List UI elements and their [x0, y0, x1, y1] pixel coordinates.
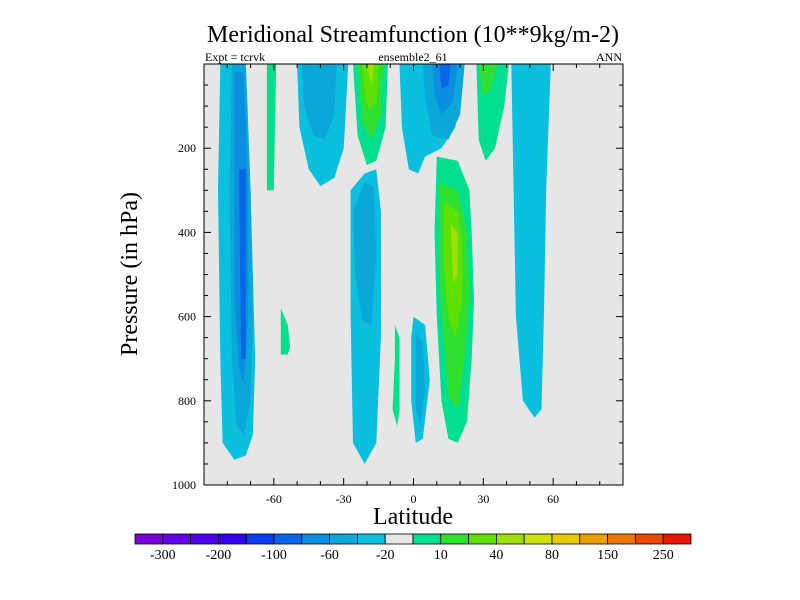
colorbar-label: 80: [545, 548, 559, 563]
x-tick-label: 30: [477, 492, 489, 506]
x-tick-label: -60: [266, 492, 282, 506]
x-tick-label: -30: [336, 492, 352, 506]
x-tick-label: 0: [411, 492, 417, 506]
colorbar-swatch: [412, 533, 442, 545]
colorbar-label: -20: [376, 548, 395, 563]
colorbar-swatch: [495, 533, 525, 545]
colorbar-swatch: [245, 533, 275, 545]
colorbar: -300 -200 -100 -60 -20 10 40 80 150 250: [134, 533, 692, 563]
contour-nh-outer: [511, 64, 551, 418]
colorbar-swatch: [134, 533, 164, 545]
plot-area: [203, 63, 624, 486]
contour-nh-green-core: [450, 224, 458, 283]
contour-upper-blue-core: [439, 64, 451, 90]
y-tick-label: 800: [178, 394, 196, 408]
contour-mid-blue-left-inner: [353, 181, 377, 325]
contour-upper-blue-center: [432, 64, 458, 115]
colorbar-label: -200: [206, 548, 232, 563]
contour-green-blob-low: [280, 308, 291, 355]
y-axis: 200 400 600 800 1000: [172, 84, 623, 492]
colorbar-label: -300: [150, 548, 176, 563]
colorbar-label: -60: [320, 548, 339, 563]
contour-green-strip-top: [266, 64, 277, 191]
colorbar-label: -100: [261, 548, 287, 563]
y-tick-label: 600: [178, 310, 196, 324]
chart-subtitle-center: ensemble2_61: [378, 50, 447, 64]
colorbar-swatch: [635, 533, 664, 545]
x-axis: -60 -30 0 30 60: [226, 64, 601, 506]
chart-subtitle-left: Expt = tcrvk: [205, 50, 265, 64]
contour-upper-green-d: [366, 64, 374, 85]
contour-mid-blue-center-inner: [415, 333, 426, 427]
contour-upper-green-c: [362, 64, 379, 111]
colorbar-swatch: [607, 533, 636, 545]
contour-upper-green-right-inner: [478, 64, 498, 98]
colorbar-swatch: [384, 533, 414, 545]
colorbar-swatch: [356, 533, 386, 545]
colorbar-label: 250: [653, 548, 674, 563]
colorbar-swatch: [440, 533, 469, 545]
colorbar-swatch: [301, 533, 330, 545]
colorbar-swatch: [190, 533, 219, 545]
colorbar-label: 10: [434, 548, 448, 563]
colorbar-swatch: [273, 533, 303, 545]
colorbar-swatch: [468, 533, 497, 545]
y-tick-label: 200: [178, 141, 196, 155]
colorbar-label: 150: [597, 548, 618, 563]
colorbar-swatch: [217, 533, 247, 545]
contour-green-sliver-center: [392, 325, 400, 427]
colorbar-swatch: [551, 533, 581, 545]
colorbar-swatch: [523, 533, 553, 545]
y-tick-label: 1000: [172, 478, 196, 492]
colorbar-swatch: [162, 533, 192, 545]
colorbar-swatch: [662, 533, 692, 545]
contour-upper-cyan-left-inner: [301, 64, 337, 140]
y-tick-label: 400: [178, 225, 196, 239]
y-axis-label: Pressure (in hPa): [117, 192, 143, 356]
x-tick-label: 60: [547, 492, 559, 506]
chart-subtitle-right: ANN: [596, 50, 622, 64]
contour-sh-core: [238, 169, 246, 359]
colorbar-swatch: [329, 533, 358, 545]
chart-title: Meridional Streamfunction (10**9kg/m-2): [207, 22, 619, 48]
colorbar-label: 40: [489, 548, 503, 563]
colorbar-swatch: [579, 533, 608, 545]
x-axis-label: Latitude: [373, 504, 453, 530]
